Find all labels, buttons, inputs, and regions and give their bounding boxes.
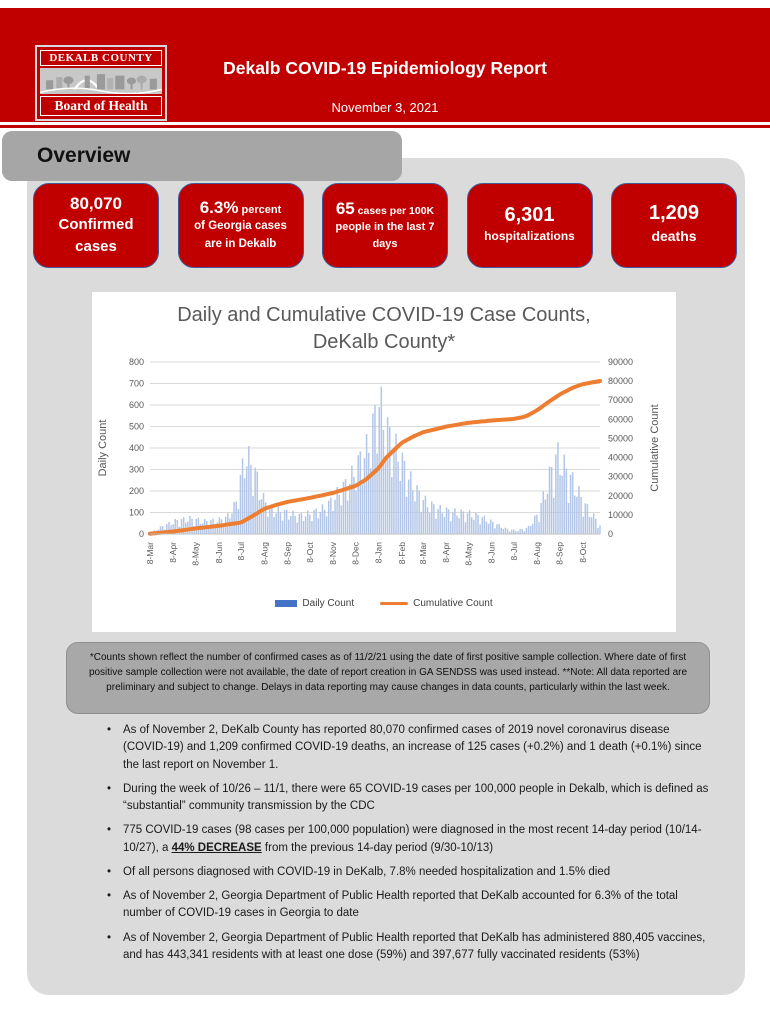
svg-text:20000: 20000 — [608, 491, 633, 501]
stats-row: 80,070 Confirmed cases 6.3% percent of G… — [33, 183, 737, 268]
legend-daily-count: Daily Count — [275, 598, 354, 609]
bullet-dot: • — [107, 782, 112, 795]
svg-text:8-Jul: 8-Jul — [236, 542, 246, 561]
svg-text:70000: 70000 — [608, 395, 633, 405]
svg-text:8-Oct: 8-Oct — [578, 542, 588, 563]
header-band: DEKALB COUNTY Board — [0, 8, 770, 122]
bullet-dot: • — [107, 824, 112, 837]
logo-skyline-graphic — [40, 68, 162, 94]
svg-text:600: 600 — [129, 400, 144, 410]
logo-board-of-health: Board of Health — [40, 96, 162, 116]
section-title: Overview — [37, 144, 131, 167]
decrease-highlight: 44% DECREASE — [171, 841, 262, 854]
stat-percent-of-georgia: 6.3% percent of Georgia cases are in Dek… — [177, 183, 304, 268]
stat-cases-per-100k: 65 cases per 100K people in the last 7 d… — [322, 183, 448, 268]
svg-text:500: 500 — [129, 422, 144, 432]
svg-text:8-Apr: 8-Apr — [441, 542, 451, 563]
legend-daily-count-label: Daily Count — [302, 598, 355, 610]
overview-section-tab: Overview — [2, 131, 402, 181]
svg-text:8-Apr: 8-Apr — [168, 542, 178, 563]
svg-text:8-Aug: 8-Aug — [532, 542, 542, 565]
svg-text:8-Nov: 8-Nov — [328, 541, 338, 564]
svg-text:0: 0 — [608, 529, 613, 539]
svg-text:10000: 10000 — [608, 510, 633, 520]
svg-text:8-Sep: 8-Sep — [283, 542, 293, 565]
legend-cumulative-count-label: Cumulative Count — [413, 598, 493, 610]
daily-cumulative-case-chart: 0 100 200 300 400 500 600 700 800 0 10000 20000 3000… — [97, 357, 661, 566]
svg-text:Cumulative Count: Cumulative Count — [649, 404, 661, 491]
bullet-item: • As of November 2, Georgia Department o… — [103, 930, 715, 965]
dekalb-board-of-health-logo: DEKALB COUNTY Board — [35, 45, 167, 121]
svg-text:8-Sep: 8-Sep — [555, 542, 565, 565]
daily-count-swatch-icon — [275, 600, 298, 608]
chart-footnote: *Counts shown reflect the number of conf… — [66, 642, 710, 714]
svg-text:40000: 40000 — [608, 453, 633, 463]
bullet-item: • As of November 2, Georgia Department o… — [103, 888, 715, 923]
svg-text:60000: 60000 — [608, 415, 633, 425]
svg-text:90000: 90000 — [608, 357, 633, 367]
stat-confirmed-cases: 80,070 Confirmed cases — [33, 183, 159, 268]
bullet-dot: • — [107, 724, 112, 736]
svg-text:50000: 50000 — [608, 434, 633, 444]
svg-text:8-Mar: 8-Mar — [145, 542, 155, 564]
skyline-icon — [40, 68, 162, 94]
stat-deaths: 1,209 deaths — [611, 183, 737, 268]
svg-text:Daily Count: Daily Count — [97, 420, 109, 477]
legend-cumulative-count: Cumulative Count — [380, 598, 493, 610]
cumulative-count-swatch-icon — [380, 601, 409, 606]
svg-text:8-May: 8-May — [191, 541, 201, 565]
svg-text:8-Dec: 8-Dec — [351, 541, 361, 564]
stat-hospitalizations: 6,301 hospitalizations — [466, 183, 593, 268]
logo-county-name: DEKALB COUNTY — [40, 50, 162, 66]
bullet-item: • During the week of 10/26 – 11/1, there… — [103, 781, 715, 816]
bullet-item: • 775 COVID-19 cases (98 cases per 100,0… — [103, 822, 715, 857]
svg-text:80000: 80000 — [608, 376, 633, 386]
svg-text:700: 700 — [129, 379, 144, 389]
chart-card: Daily and Cumulative COVID-19 Case Count… — [92, 292, 676, 632]
svg-text:30000: 30000 — [608, 472, 633, 482]
bullet-item: • Of all persons diagnosed with COVID-19… — [103, 864, 715, 881]
svg-text:400: 400 — [129, 443, 144, 453]
svg-text:8-Feb: 8-Feb — [397, 542, 407, 564]
chart-legend: Daily Count Cumulative Count — [92, 598, 676, 609]
svg-text:800: 800 — [129, 357, 144, 367]
svg-text:8-Jun: 8-Jun — [487, 542, 497, 564]
svg-text:8-Mar: 8-Mar — [418, 542, 428, 564]
summary-bullet-list: • As of November 2, DeKalb County has re… — [103, 722, 715, 971]
bullet-item: • As of November 2, DeKalb County has re… — [103, 722, 715, 774]
bullet-dot: • — [107, 865, 112, 878]
svg-text:200: 200 — [129, 486, 144, 496]
svg-text:8-Jul: 8-Jul — [509, 542, 519, 561]
svg-text:0: 0 — [139, 529, 144, 539]
svg-text:300: 300 — [129, 465, 144, 475]
report-date: November 3, 2021 — [331, 100, 439, 115]
svg-text:8-Oct: 8-Oct — [305, 542, 315, 563]
report-title: Dekalb COVID-19 Epidemiology Report — [223, 58, 547, 78]
svg-text:8-Aug: 8-Aug — [259, 542, 269, 565]
svg-text:100: 100 — [129, 508, 144, 518]
svg-text:8-Jun: 8-Jun — [214, 542, 224, 564]
bullet-dot: • — [107, 931, 112, 944]
svg-text:8-Jan: 8-Jan — [374, 542, 384, 564]
chart-title: Daily and Cumulative COVID-19 Case Count… — [177, 304, 591, 353]
bullet-dot: • — [107, 890, 112, 902]
svg-text:8-May: 8-May — [463, 541, 473, 565]
